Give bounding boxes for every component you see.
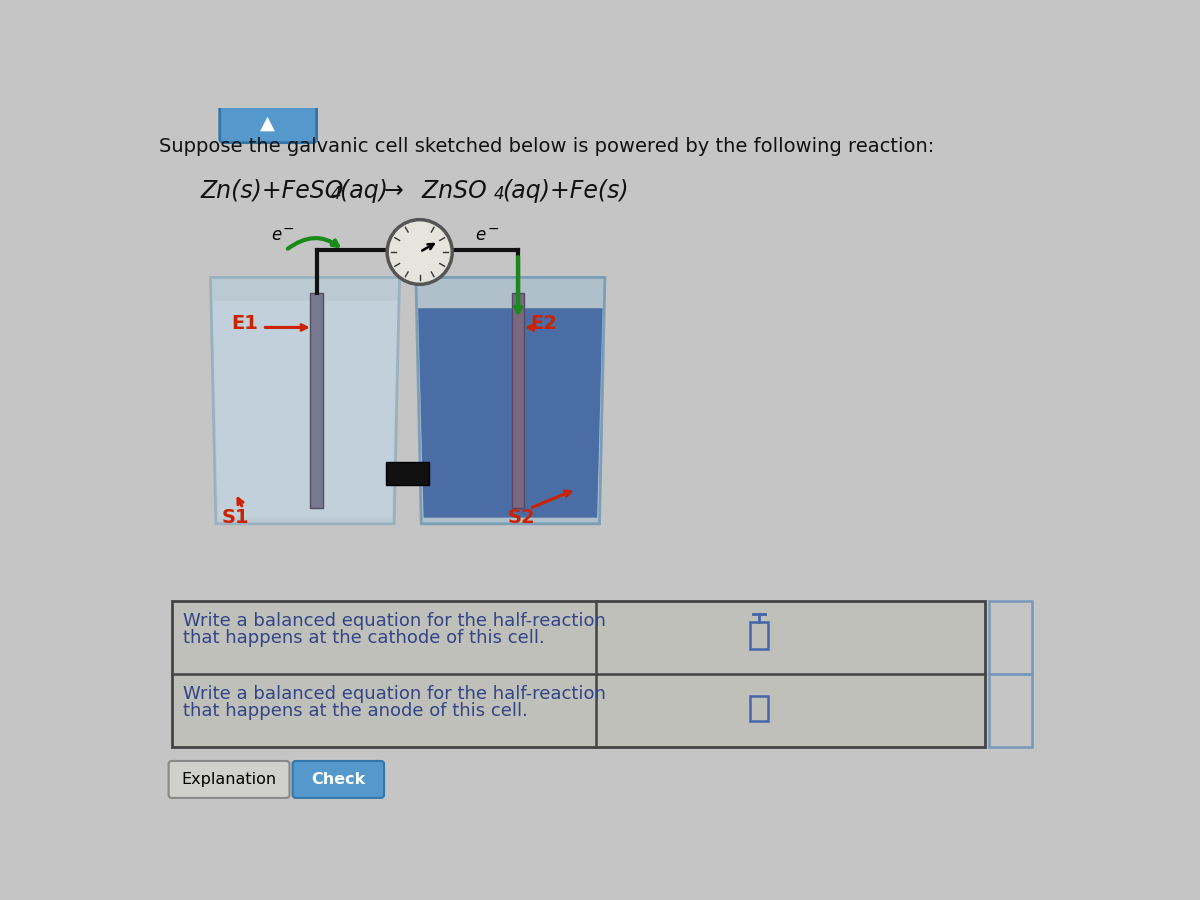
Text: Write a balanced equation for the half-reaction: Write a balanced equation for the half-r… [184, 612, 606, 630]
Text: e: e [271, 226, 281, 244]
Text: Check: Check [311, 772, 366, 787]
Bar [172, 601, 985, 747]
Text: →: → [384, 179, 403, 203]
Bar [750, 622, 768, 649]
Text: S1: S1 [221, 508, 248, 527]
FancyBboxPatch shape [293, 761, 384, 798]
Text: Suppose the galvanic cell sketched below is powered by the following reaction:: Suppose the galvanic cell sketched below… [160, 138, 935, 157]
Text: that happens at the anode of this cell.: that happens at the anode of this cell. [184, 702, 528, 720]
Polygon shape [212, 301, 397, 518]
Polygon shape [418, 308, 602, 518]
Text: Explanation: Explanation [181, 772, 277, 787]
FancyBboxPatch shape [168, 761, 289, 798]
Text: 4: 4 [493, 185, 504, 203]
Text: ZnSO: ZnSO [407, 179, 487, 203]
Bar [512, 292, 524, 508]
Text: ▲: ▲ [260, 114, 275, 133]
Text: E1: E1 [232, 314, 258, 333]
Circle shape [388, 220, 452, 284]
Polygon shape [416, 277, 605, 524]
FancyBboxPatch shape [220, 93, 317, 142]
Text: Write a balanced equation for the half-reaction: Write a balanced equation for the half-r… [184, 685, 606, 703]
Text: S2: S2 [508, 508, 535, 527]
Bar [989, 674, 1032, 747]
Bar [311, 292, 323, 508]
Text: (aq)+Fe(s): (aq)+Fe(s) [503, 179, 629, 203]
Polygon shape [210, 277, 400, 524]
Bar [989, 601, 1032, 674]
Bar [386, 463, 430, 485]
Text: that happens at the cathode of this cell.: that happens at the cathode of this cell… [184, 628, 545, 646]
Text: Zn(s)+FeSO: Zn(s)+FeSO [200, 179, 343, 203]
Text: 4: 4 [330, 185, 341, 203]
Text: −: − [282, 222, 294, 236]
Text: (aq): (aq) [340, 179, 403, 203]
Bar [750, 697, 768, 721]
Text: −: − [487, 222, 499, 236]
Text: E2: E2 [529, 314, 557, 333]
Text: e: e [475, 226, 486, 244]
